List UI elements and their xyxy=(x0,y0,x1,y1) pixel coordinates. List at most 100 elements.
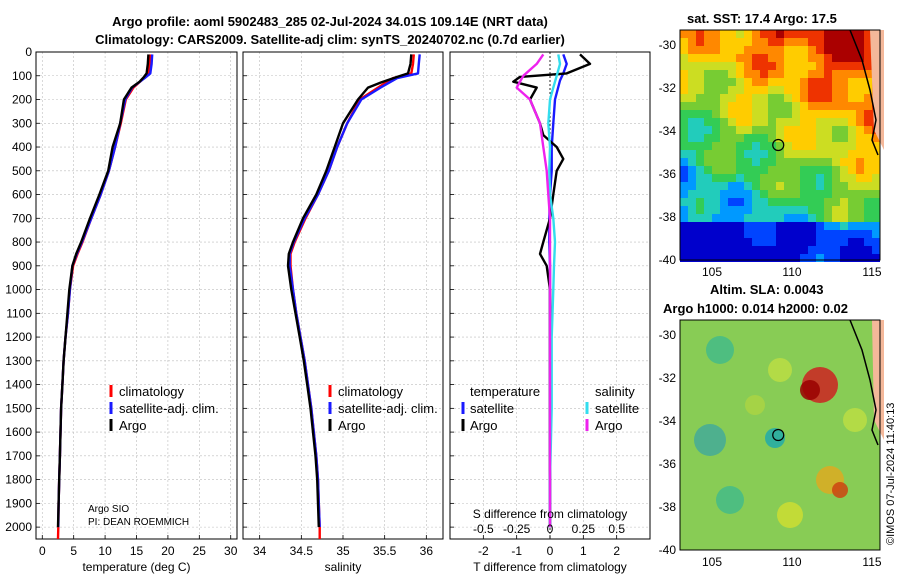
sst-cell xyxy=(680,70,688,78)
sst-cell xyxy=(704,222,712,230)
sst-cell xyxy=(688,222,696,230)
sst-cell xyxy=(720,246,728,254)
sst-cell xyxy=(728,134,736,142)
sst-cell xyxy=(808,110,816,118)
sst-cell xyxy=(776,86,784,94)
sst-cell xyxy=(736,166,744,174)
sst-cell xyxy=(752,158,760,166)
sst-cell xyxy=(728,206,736,214)
sst-cell xyxy=(792,142,800,150)
sst-cell xyxy=(720,70,728,78)
sst-cell xyxy=(872,222,880,230)
sst-cell xyxy=(800,86,808,94)
x-tick-label: 30 xyxy=(224,544,238,558)
sst-cell xyxy=(872,158,880,166)
map-lat-label: -30 xyxy=(659,328,677,342)
sst-cell xyxy=(704,198,712,206)
legend-difference-panel: temperature salinity satellite satellite Arg… xyxy=(461,384,639,433)
sst-cell xyxy=(872,238,880,246)
sst-cell xyxy=(704,150,712,158)
sst-cell xyxy=(704,62,712,70)
sst-cell xyxy=(824,134,832,142)
sst-cell xyxy=(792,118,800,126)
sst-cell xyxy=(840,190,848,198)
sst-cell xyxy=(872,142,880,150)
sst-cell xyxy=(848,190,856,198)
sst-cell xyxy=(712,134,720,142)
sst-cell xyxy=(744,150,752,158)
sst-cell xyxy=(872,254,880,262)
sst-cell xyxy=(760,110,768,118)
sst-cell xyxy=(824,190,832,198)
sst-cell xyxy=(712,158,720,166)
sst-cell xyxy=(752,214,760,222)
sst-cell xyxy=(704,118,712,126)
sst-cell xyxy=(720,206,728,214)
sst-cell xyxy=(808,158,816,166)
sst-map-frame xyxy=(679,29,881,261)
sst-cell xyxy=(800,78,808,86)
sst-cell xyxy=(840,222,848,230)
sst-cell xyxy=(696,142,704,150)
sla-anomaly-blob xyxy=(843,408,867,432)
sst-cell xyxy=(680,102,688,110)
sst-cell xyxy=(856,222,864,230)
x-tick-label: 1 xyxy=(580,544,587,558)
sst-cell xyxy=(728,110,736,118)
sst-cell xyxy=(752,190,760,198)
profile-panel-2: 34 34.5 35 35.5 36 salinity xyxy=(242,51,444,574)
x-tick-label: 35 xyxy=(336,544,350,558)
sst-cell xyxy=(688,46,696,54)
sst-cell xyxy=(760,198,768,206)
sst-cell xyxy=(728,142,736,150)
sst-cell xyxy=(688,206,696,214)
sst-coastline xyxy=(849,29,879,156)
sst-cell xyxy=(832,174,840,182)
sst-cell xyxy=(856,126,864,134)
sst-cell xyxy=(688,254,696,262)
sst-cell xyxy=(712,102,720,110)
axes-frame xyxy=(35,51,238,540)
sst-cell xyxy=(728,166,736,174)
sst-cell xyxy=(864,94,872,102)
sst-cell xyxy=(872,246,880,254)
sst-cell xyxy=(752,110,760,118)
sst-cell xyxy=(744,30,752,38)
series-line-argo xyxy=(286,54,413,528)
sst-cell xyxy=(688,110,696,118)
sst-cell xyxy=(816,86,824,94)
sst-cell xyxy=(696,54,704,62)
map-lat-label: -34 xyxy=(659,124,677,138)
sst-cell xyxy=(712,150,720,158)
sst-cell xyxy=(744,222,752,230)
sst-cell xyxy=(824,38,832,46)
sst-cell xyxy=(680,222,688,230)
sst-cell xyxy=(728,126,736,134)
sst-cell xyxy=(688,134,696,142)
sst-cell xyxy=(680,150,688,158)
sst-cell xyxy=(688,118,696,126)
sst-cell xyxy=(816,142,824,150)
x-tick-label: -1 xyxy=(511,544,522,558)
sst-cell xyxy=(680,238,688,246)
sst-cell xyxy=(864,190,872,198)
sst-cell xyxy=(768,150,776,158)
sst-cell xyxy=(840,86,848,94)
sst-cell xyxy=(712,230,720,238)
sst-cell xyxy=(720,238,728,246)
sst-cell xyxy=(688,142,696,150)
sst-cell xyxy=(688,166,696,174)
sst-cell xyxy=(824,126,832,134)
sst-cell xyxy=(768,142,776,150)
sst-cell xyxy=(696,182,704,190)
sst-cell xyxy=(712,190,720,198)
sst-cell xyxy=(704,134,712,142)
sst-cell xyxy=(864,214,872,222)
sst-cell xyxy=(840,214,848,222)
sst-cell xyxy=(792,238,800,246)
sst-cell xyxy=(768,54,776,62)
sst-cell xyxy=(832,230,840,238)
legend-label: Argo xyxy=(338,418,365,433)
sst-cell xyxy=(704,166,712,174)
